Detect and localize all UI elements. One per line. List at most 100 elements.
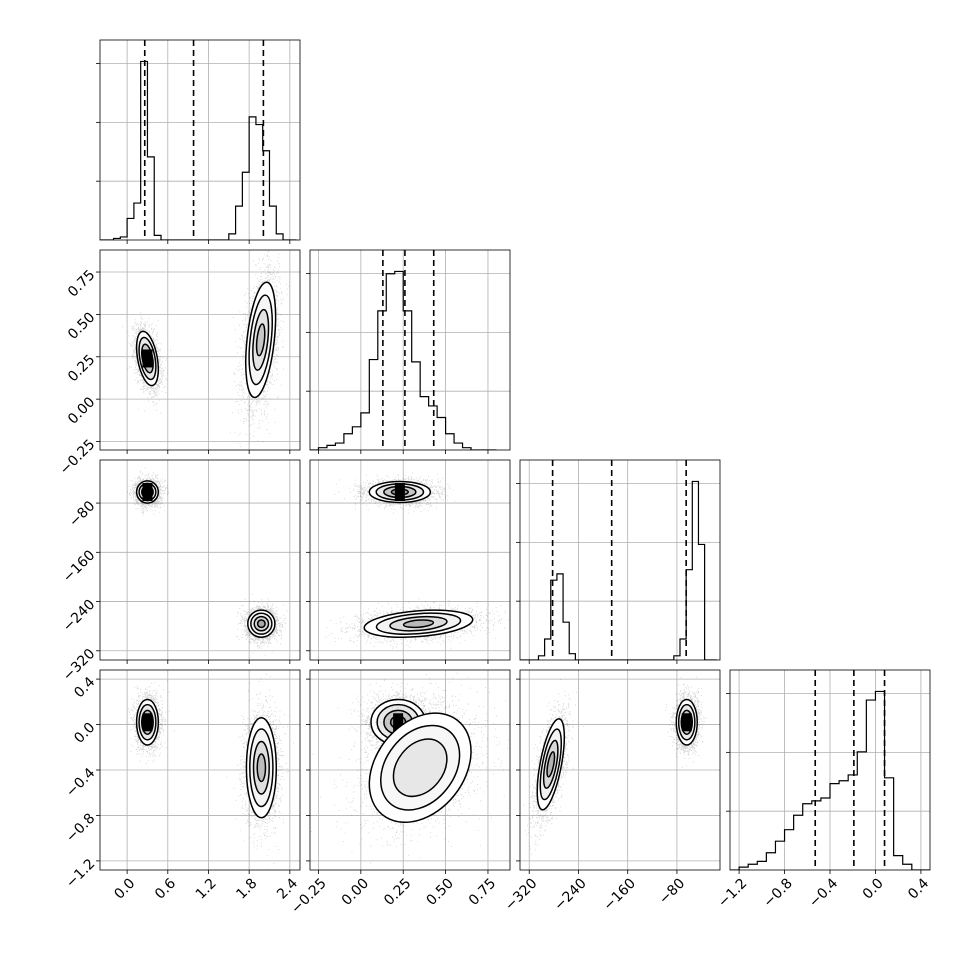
- x-tick-label: −240: [551, 876, 590, 915]
- y-tick-label: −80: [66, 498, 98, 530]
- panel-0-0: [96, 39, 301, 244]
- contour-line: [135, 480, 160, 504]
- contour-line: [138, 336, 157, 381]
- panel-3-1: [306, 669, 511, 874]
- contour-line: [252, 308, 270, 371]
- x-tick-label: −320: [502, 876, 541, 915]
- contour-line: [256, 753, 267, 783]
- contour-line: [542, 739, 559, 789]
- contour-line: [253, 615, 270, 632]
- y-tick-label: −320: [60, 646, 99, 685]
- x-tick-label: −1.2: [715, 876, 750, 911]
- histogram-step: [310, 270, 497, 450]
- density-peak: [142, 713, 153, 732]
- contour-line: [368, 712, 472, 824]
- x-tick-label: 0.0: [860, 876, 887, 903]
- x-tick-label: −80: [656, 876, 688, 908]
- x-tick-label: −0.8: [761, 876, 796, 911]
- histogram-step: [730, 690, 930, 870]
- contour-line: [247, 609, 276, 638]
- y-tick-label: 0.0: [71, 720, 98, 747]
- x-tick-label: 0.00: [339, 876, 372, 909]
- density-level: [249, 295, 273, 385]
- x-tick-label: 0.75: [466, 876, 499, 909]
- contour-line: [380, 724, 461, 811]
- contour-line: [245, 281, 277, 399]
- panel-frame: [309, 459, 511, 661]
- panel-2-1: [306, 459, 511, 664]
- contour-line: [135, 698, 160, 746]
- contour-line: [675, 698, 698, 746]
- contour-line: [389, 615, 448, 632]
- contour-line: [249, 728, 274, 808]
- density-level: [369, 713, 472, 823]
- panel-frame: [99, 39, 301, 241]
- y-tick-label: −0.4: [63, 765, 98, 800]
- panel-frame: [519, 459, 721, 661]
- tick-labels: 0.0 0.6 1.2 1.8 2.4−0.25 0.00 0.25 0.50 0.75 −320…: [57, 267, 933, 917]
- panel-2-0: [96, 459, 301, 664]
- y-tick-label: 0.00: [65, 394, 98, 427]
- density-level: [257, 753, 266, 782]
- panel-3-2: [516, 669, 721, 874]
- x-tick-label: −160: [601, 876, 640, 915]
- histogram-step: [100, 60, 297, 240]
- contour-line: [141, 343, 154, 374]
- density-peak: [394, 483, 405, 501]
- contour-line: [141, 709, 154, 735]
- density-level: [257, 619, 266, 628]
- x-tick-label: 0.6: [152, 875, 179, 902]
- y-tick-label: 0.75: [65, 267, 98, 300]
- contour-line: [135, 330, 160, 387]
- contour-line: [392, 738, 448, 798]
- density-peak: [142, 483, 153, 501]
- y-tick-label: −0.8: [63, 811, 98, 846]
- contour-line: [402, 619, 435, 629]
- density-peak: [681, 713, 692, 732]
- y-tick-label: −240: [60, 597, 99, 636]
- contour-line: [248, 294, 273, 386]
- density-peak: [393, 713, 404, 732]
- contour-line: [368, 480, 432, 504]
- y-tick-label: −1.2: [63, 856, 98, 891]
- x-tick-label: 1.2: [193, 876, 220, 903]
- density-level: [393, 739, 447, 797]
- density-level: [245, 282, 276, 398]
- panel-frame: [309, 249, 511, 451]
- contour-line: [250, 612, 273, 635]
- panel-3-3: [726, 669, 931, 874]
- panel-1-0: [96, 249, 301, 454]
- x-tick-label: 0.25: [381, 876, 414, 909]
- density-level: [547, 751, 555, 777]
- x-tick-label: 0.0: [111, 876, 138, 903]
- panel-1-1: [306, 249, 511, 454]
- contour-line: [546, 751, 556, 778]
- contour-line: [539, 728, 563, 801]
- x-tick-label: −0.4: [806, 875, 841, 910]
- y-tick-label: −160: [60, 547, 99, 586]
- x-tick-label: 0.50: [424, 876, 457, 909]
- contour-line: [245, 716, 278, 819]
- contour-line: [536, 718, 566, 811]
- contour-line: [255, 323, 266, 357]
- contour-line: [680, 709, 694, 735]
- panel-2-2: [516, 459, 721, 664]
- contour-line: [256, 619, 266, 629]
- contour-line: [363, 609, 474, 638]
- y-tick-label: 0.25: [65, 352, 98, 385]
- y-tick-label: 0.50: [65, 309, 98, 342]
- contour-line: [677, 703, 696, 741]
- y-tick-label: −0.25: [57, 437, 99, 479]
- contour-line: [252, 740, 270, 795]
- x-tick-label: 1.8: [233, 876, 260, 903]
- panel-3-0: [96, 669, 301, 874]
- panel-frame: [99, 459, 301, 661]
- x-tick-label: 0.4: [905, 875, 932, 902]
- density-level: [380, 725, 460, 811]
- density-peak: [142, 349, 153, 368]
- panel-frame: [99, 249, 301, 451]
- contour-line: [138, 703, 157, 741]
- contour-line: [375, 612, 462, 635]
- histogram-step: [520, 480, 717, 660]
